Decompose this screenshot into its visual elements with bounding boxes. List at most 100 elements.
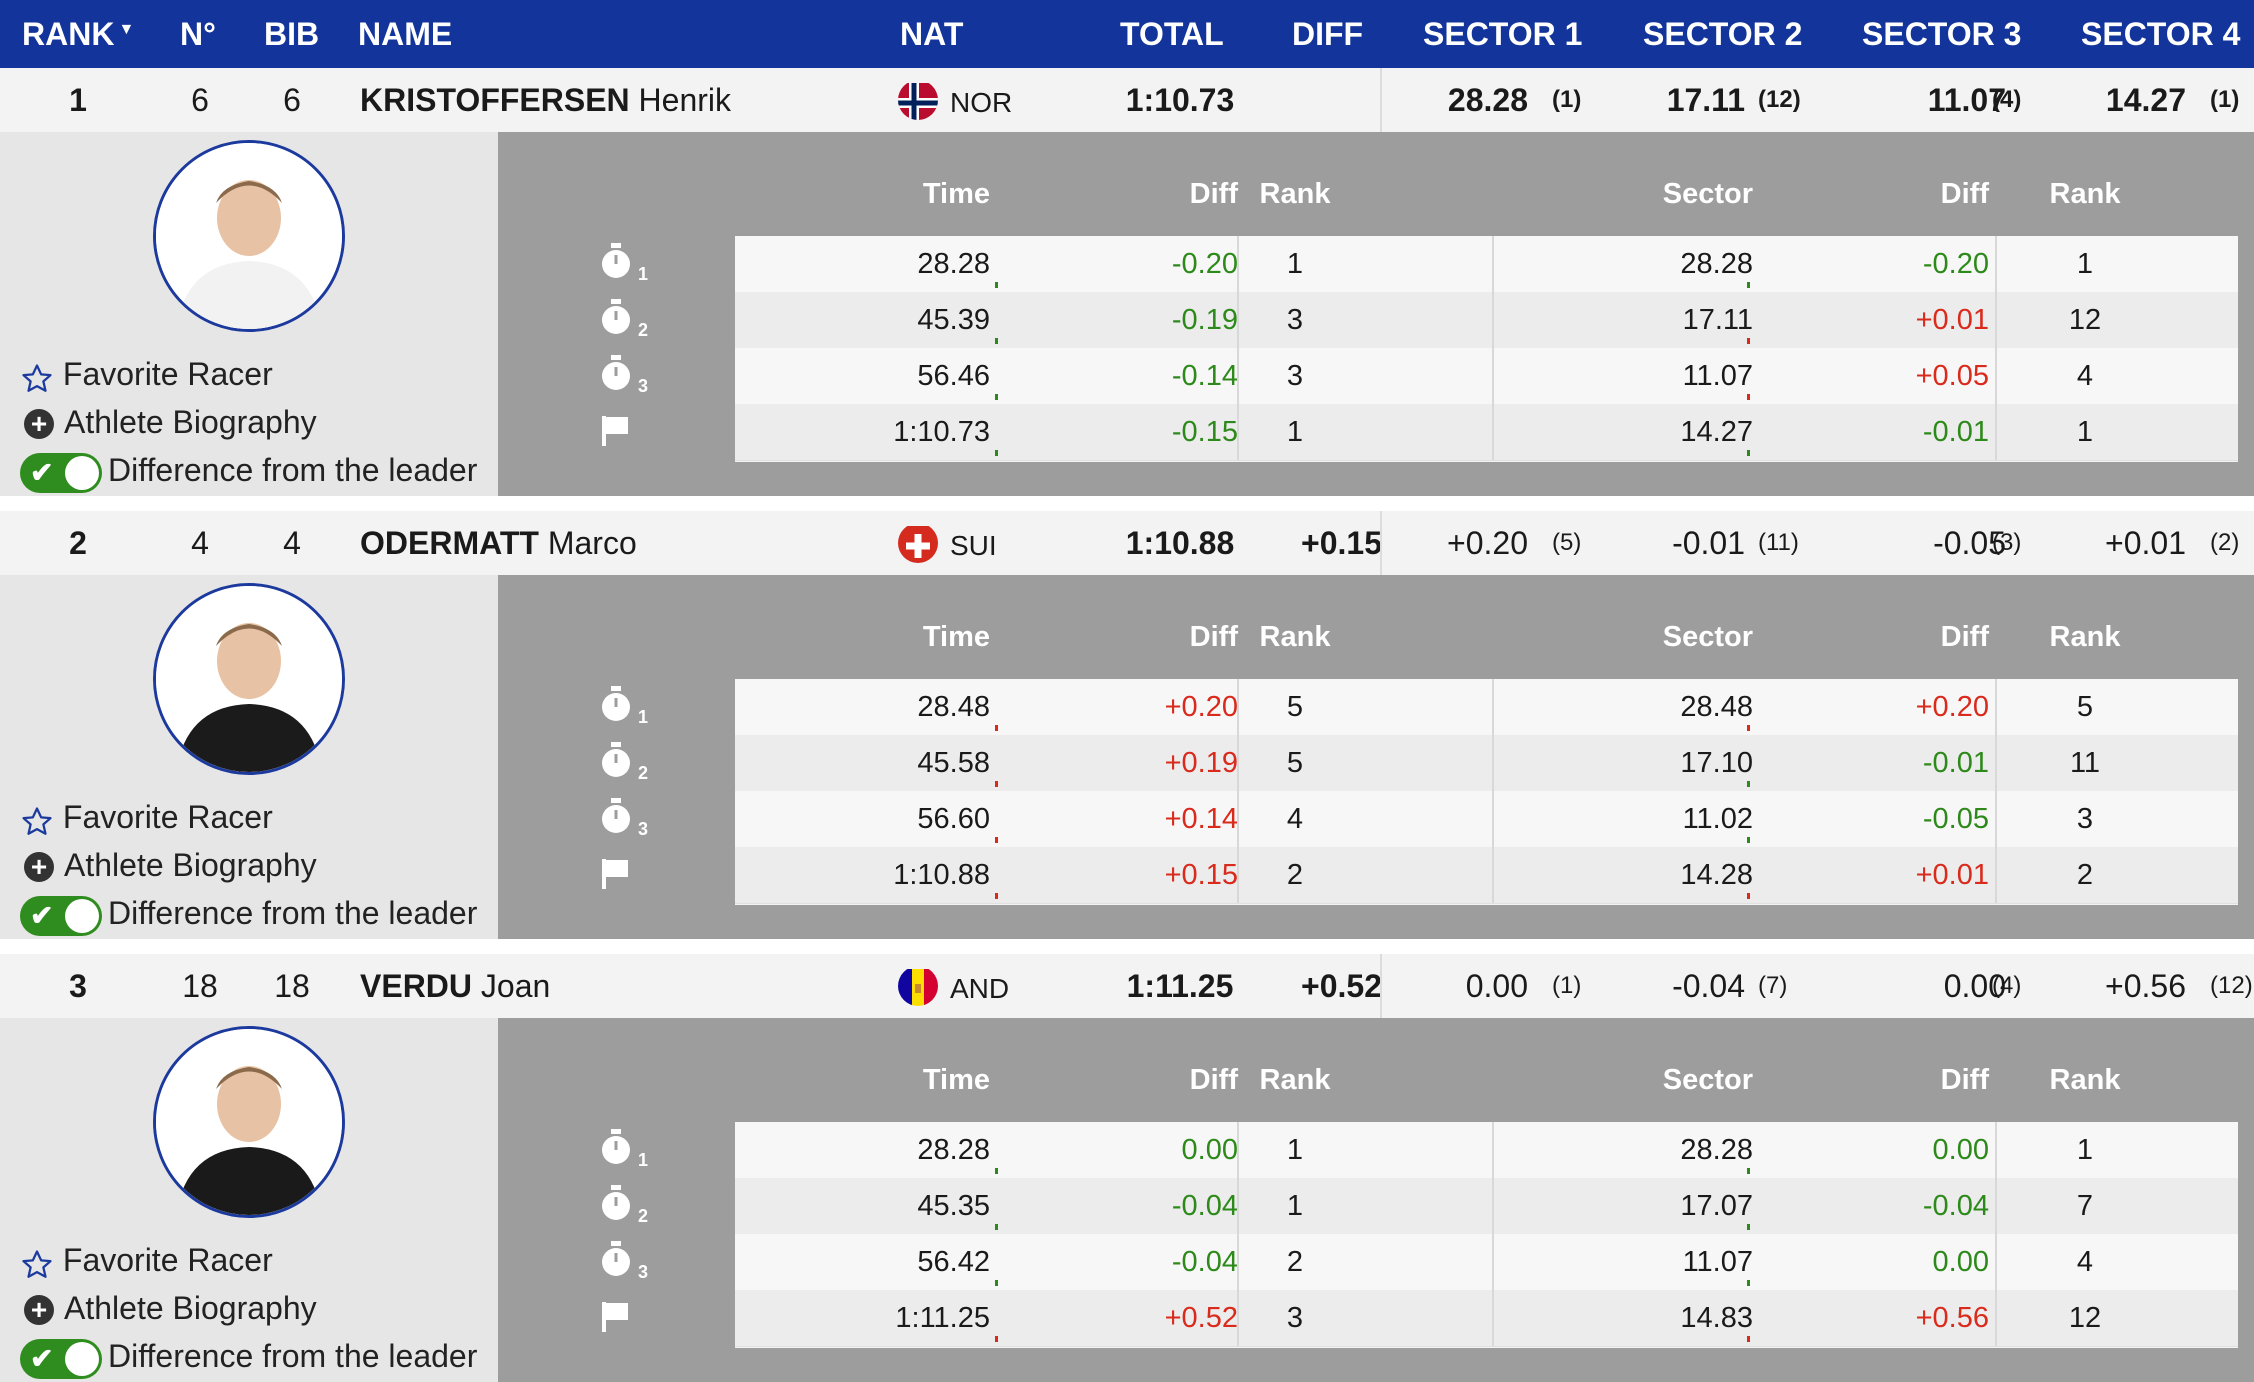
racer-number: 6 [191, 82, 209, 118]
sector-time: 11.02 [1682, 803, 1753, 835]
sector-1-rank: (1) [1552, 972, 1582, 999]
sector-3-value: -0.05 [1933, 525, 2006, 561]
athlete-biography-button[interactable]: + Athlete Biography [20, 1288, 317, 1328]
split-number: 3 [638, 376, 649, 396]
divider [1237, 292, 1239, 348]
stopwatch-icon: 3 [598, 791, 658, 853]
racer-last-name: VERDU [360, 968, 473, 1004]
racer-total-time: 1:10.88 [1125, 525, 1235, 561]
racer-name[interactable]: VERDU Joan [360, 954, 550, 1018]
col-rank-header: Rank [1259, 621, 1331, 653]
star-icon[interactable] [20, 802, 54, 838]
plus-circle-icon[interactable]: + [24, 1295, 54, 1325]
header-nat[interactable]: NAT [900, 16, 964, 52]
racer-name[interactable]: ODERMATT Marco [360, 511, 637, 575]
col-sector-diff-header: Diff [1940, 1064, 1989, 1096]
split-number: 2 [638, 763, 649, 783]
plus-circle-icon[interactable]: + [24, 409, 54, 439]
diff-marker [995, 450, 998, 456]
table-row: 28.28 -0.20 1 28.28 -0.20 1 [735, 236, 2238, 293]
racer-summary-row[interactable]: 3 18 18 VERDU Joan AND 1:11.25 +0.52 0.00 (1) -0.… [0, 954, 2254, 1018]
divider [1492, 1234, 1494, 1290]
sector-diff-marker [1747, 781, 1750, 787]
split-table: 28.48 +0.20 5 28.48 +0.20 5 45.58 +0.19 5 17.10 -0… [735, 679, 2238, 905]
sector-time: 28.48 [1680, 691, 1753, 723]
stopwatch-icon: 3 [598, 348, 658, 410]
sector-2-value: -0.01 [1672, 525, 1745, 561]
toggle-knob [65, 898, 99, 933]
split-diff: +0.15 [1164, 859, 1238, 891]
racer-nation: SUI [950, 530, 997, 561]
split-rank: 1 [1286, 248, 1304, 280]
racer-summary-row[interactable]: 1 6 6 KRISTOFFERSEN Henrik NOR 1:10.73 28.28 (1… [0, 68, 2254, 132]
toggle-switch[interactable]: ✔ [20, 1338, 102, 1379]
toggle-switch[interactable]: ✔ [20, 895, 102, 936]
difference-leader-toggle[interactable]: ✔ Difference from the leader [20, 1336, 477, 1379]
divider [1995, 847, 1997, 903]
star-icon[interactable] [20, 1245, 54, 1281]
divider [1995, 292, 1997, 348]
split-rank: 3 [1286, 304, 1304, 336]
header-sector-2[interactable]: SECTOR 2 [1643, 16, 1803, 52]
col-diff-header: Diff [1189, 621, 1238, 653]
split-rank: 2 [1286, 1246, 1304, 1278]
header-bib[interactable]: BIB [264, 16, 320, 52]
divider [1995, 348, 1997, 404]
sector-diff: -0.20 [1922, 248, 1989, 280]
split-diff: -0.04 [1171, 1190, 1238, 1222]
racer-summary-row[interactable]: 2 4 4 ODERMATT Marco SUI 1:10.88 +0.15 +0.20 (5)… [0, 511, 2254, 575]
favorite-racer-label: Favorite Racer [62, 1242, 273, 1278]
diff-marker [995, 394, 998, 400]
sector-time: 14.28 [1680, 859, 1753, 891]
favorite-racer-button[interactable]: Favorite Racer [20, 354, 273, 394]
sector-rank: 5 [2076, 691, 2094, 723]
header-name[interactable]: NAME [358, 16, 453, 52]
diff-marker [995, 1336, 998, 1342]
header-sector-1[interactable]: SECTOR 1 [1423, 16, 1583, 52]
split-time: 1:10.88 [893, 859, 990, 891]
header-diff[interactable]: DIFF [1292, 16, 1364, 52]
diff-marker [995, 1280, 998, 1286]
header-total[interactable]: TOTAL [1120, 16, 1224, 52]
favorite-racer-button[interactable]: Favorite Racer [20, 797, 273, 837]
table-row: 28.28 0.00 1 28.28 0.00 1 [735, 1122, 2238, 1179]
difference-leader-toggle[interactable]: ✔ Difference from the leader [20, 893, 477, 936]
difference-leader-toggle[interactable]: ✔ Difference from the leader [20, 450, 477, 493]
racer-total-diff: +0.52 [1301, 968, 1382, 1004]
star-icon[interactable] [20, 359, 54, 395]
sector-4-value: 14.27 [2105, 82, 2186, 118]
toggle-knob [65, 1341, 99, 1376]
split-number: 1 [638, 707, 649, 727]
sector-diff: +0.01 [1915, 859, 1989, 891]
divider [1380, 954, 1382, 1018]
header-sector-4[interactable]: SECTOR 4 [2081, 16, 2241, 52]
col-rank-header: Rank [1259, 1064, 1331, 1096]
racer-first-name: Henrik [638, 82, 732, 118]
favorite-racer-button[interactable]: Favorite Racer [20, 1240, 273, 1280]
header-sector-3[interactable]: SECTOR 3 [1862, 16, 2022, 52]
split-number: 2 [638, 320, 649, 340]
divider [1380, 68, 1382, 132]
header-no[interactable]: N° [180, 16, 216, 52]
col-sector-diff-header: Diff [1940, 178, 1989, 210]
divider [1237, 1290, 1239, 1346]
divider [1995, 791, 1997, 847]
table-row: 56.60 +0.14 4 11.02 -0.05 3 [735, 791, 2238, 848]
racer-name[interactable]: KRISTOFFERSEN Henrik [360, 68, 731, 132]
athlete-biography-button[interactable]: + Athlete Biography [20, 845, 317, 885]
toggle-switch[interactable]: ✔ [20, 452, 102, 493]
sort-down-icon[interactable]: ▼ [118, 21, 135, 38]
plus-circle-icon[interactable]: + [24, 852, 54, 882]
racer-total-time: 1:10.73 [1125, 82, 1235, 118]
header-rank[interactable]: RANK ▼ [22, 16, 135, 52]
sector-rank: 7 [2076, 1190, 2094, 1222]
athlete-biography-button[interactable]: + Athlete Biography [20, 402, 317, 442]
col-sector-diff-header: Diff [1940, 621, 1989, 653]
table-row: 56.42 -0.04 2 11.07 0.00 4 [735, 1234, 2238, 1291]
sector-3-rank: (4) [1992, 86, 2022, 113]
divider [1995, 1122, 1997, 1178]
divider [1995, 679, 1997, 735]
sector-rank: 12 [2068, 304, 2102, 336]
col-sector-header: Sector [1662, 621, 1753, 653]
racer-last-name: KRISTOFFERSEN [360, 82, 630, 118]
